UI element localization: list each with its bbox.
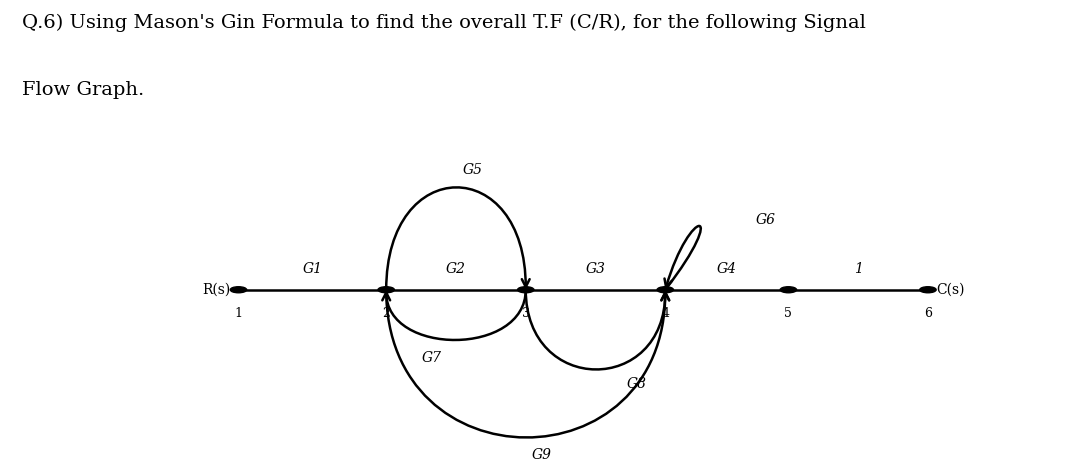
Text: R(s): R(s)	[202, 283, 230, 297]
FancyArrowPatch shape	[387, 290, 670, 437]
Circle shape	[517, 287, 534, 293]
FancyArrowPatch shape	[664, 226, 701, 290]
Circle shape	[657, 287, 674, 293]
Text: G1: G1	[302, 262, 322, 276]
Text: C(s): C(s)	[936, 283, 964, 297]
Text: G4: G4	[717, 262, 737, 276]
Text: G5: G5	[462, 162, 483, 177]
Text: G3: G3	[585, 262, 606, 276]
Circle shape	[230, 287, 246, 293]
Text: 4: 4	[661, 307, 670, 321]
Text: 1: 1	[234, 307, 243, 321]
FancyArrowPatch shape	[526, 290, 670, 370]
FancyArrowPatch shape	[387, 187, 529, 290]
FancyArrowPatch shape	[382, 290, 526, 340]
Text: 6: 6	[923, 307, 932, 321]
Text: 3: 3	[522, 307, 530, 321]
Text: 5: 5	[784, 307, 793, 321]
Text: G8: G8	[626, 377, 647, 391]
Text: G2: G2	[446, 262, 465, 276]
Text: Q.6) Using Mason's Gin Formula to find the overall T.F (C/R), for the following : Q.6) Using Mason's Gin Formula to find t…	[22, 14, 865, 32]
Text: G7: G7	[421, 351, 442, 365]
Circle shape	[780, 287, 797, 293]
Text: 2: 2	[382, 307, 390, 321]
Circle shape	[920, 287, 936, 293]
Text: G9: G9	[532, 448, 552, 462]
Text: G6: G6	[756, 213, 775, 227]
Text: 1: 1	[853, 262, 863, 276]
Circle shape	[378, 287, 394, 293]
Text: Flow Graph.: Flow Graph.	[22, 81, 144, 99]
